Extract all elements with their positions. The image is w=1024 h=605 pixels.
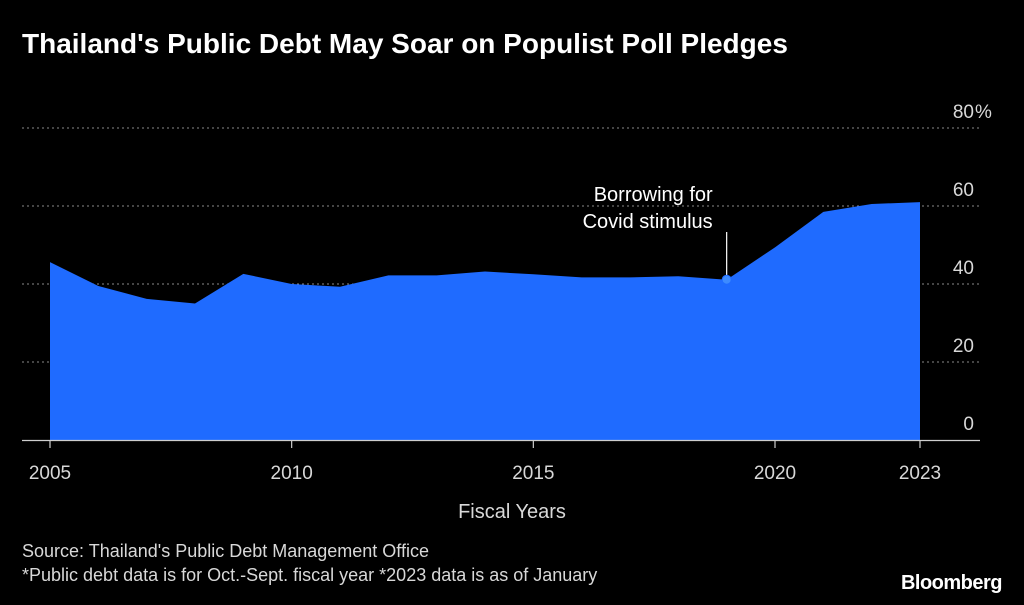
area-chart: 0 20 40 60 80% 2005 2010 2015 2020 2023 Borrowin… (22, 102, 992, 523)
footnote-line: *Public debt data is for Oct.-Sept. fisc… (22, 565, 598, 585)
y-tick-label-40: 40 (953, 258, 974, 279)
chart-title: Thailand's Public Debt May Soar on Popul… (22, 28, 788, 59)
y-tick-label-60: 60 (953, 180, 974, 201)
x-tick-label-2005: 2005 (29, 463, 71, 484)
area-fill (50, 202, 920, 440)
annotation-text-line-2: Covid stimulus (583, 211, 713, 233)
annotation-text-line-1: Borrowing for (594, 184, 713, 206)
x-tick-label-2015: 2015 (512, 463, 554, 484)
x-tick-label-2020: 2020 (754, 463, 796, 484)
source-line: Source: Thailand's Public Debt Managemen… (22, 541, 429, 561)
x-tick-label-2010: 2010 (271, 463, 313, 484)
x-axis-label: Fiscal Years (458, 501, 566, 523)
annotation: Borrowing for Covid stimulus (583, 184, 732, 285)
y-unit-label: % (975, 102, 992, 123)
source-notes: Source: Thailand's Public Debt Managemen… (22, 539, 597, 587)
x-axis-ticks: 2005 2010 2015 2020 2023 (29, 440, 941, 484)
area-series (50, 202, 920, 440)
bloomberg-logo: Bloomberg (900, 572, 1003, 594)
y-tick-label-20: 20 (953, 336, 974, 357)
annotation-point (721, 274, 732, 285)
x-tick-label-2023: 2023 (899, 463, 941, 484)
y-axis-ticks: 0 20 40 60 80% (953, 102, 992, 435)
y-tick-label-80: 80 (953, 102, 974, 123)
y-tick-label-0: 0 (963, 414, 974, 435)
